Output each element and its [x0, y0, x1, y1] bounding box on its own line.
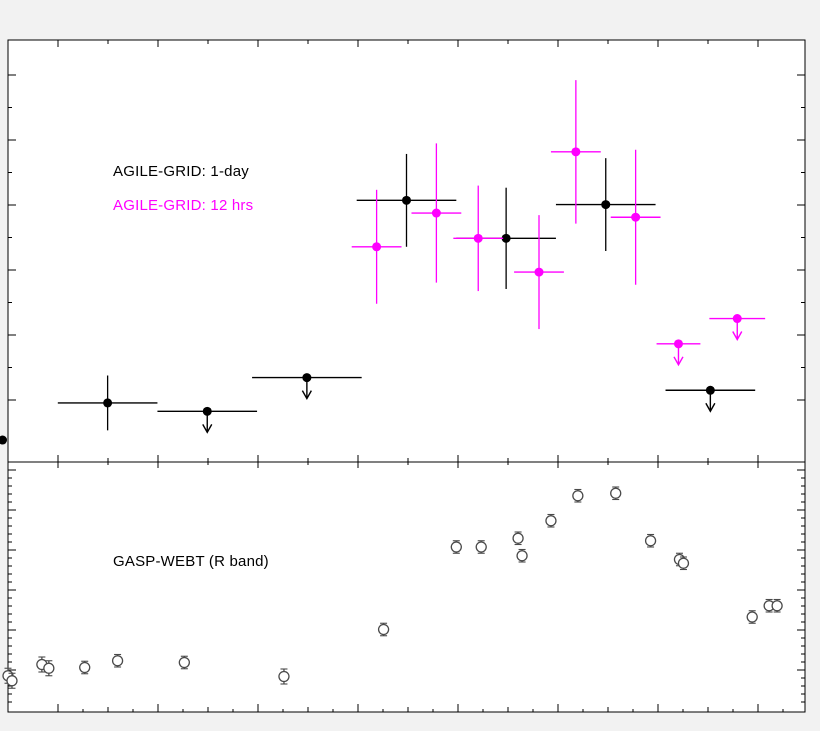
data-point-open-circle [79, 661, 91, 674]
data-point-filled-circle [372, 242, 382, 252]
data-point-open-circle [677, 557, 690, 569]
legend-agile-grid-1day: AGILE-GRID: 1-day [113, 163, 249, 180]
data-point-filled-circle [534, 267, 544, 277]
data-point-open-circle [111, 655, 124, 667]
axis-ticks [8, 40, 805, 712]
series-gasp-webt-r-band- [2, 486, 783, 689]
data-point-open-circle [450, 541, 462, 553]
data-point-open-circle [545, 515, 557, 527]
top-panel-data [0, 80, 766, 445]
data-point-open-circle [644, 535, 657, 547]
data-point-open-circle [278, 670, 290, 683]
data-point-open-circle [512, 532, 524, 544]
data-point-open-circle [746, 611, 758, 623]
data-point-filled-circle [473, 233, 483, 243]
data-point-filled-circle [571, 147, 581, 157]
legend-gasp-webt-r-band: GASP-WEBT (R band) [113, 553, 269, 570]
data-point-filled-circle [103, 398, 113, 408]
data-point-open-circle [610, 487, 622, 499]
data-point-open-circle [475, 541, 487, 553]
data-point-filled-circle [0, 435, 8, 445]
data-point-filled-circle [705, 385, 715, 395]
data-point-filled-circle [431, 208, 441, 218]
data-point-filled-circle [732, 314, 742, 324]
data-point-open-circle [771, 600, 783, 612]
data-point-open-circle [6, 675, 18, 687]
panel-frames [7, 39, 806, 713]
data-point-filled-circle [402, 195, 411, 205]
data-point-filled-circle [302, 373, 312, 383]
data-point-open-circle [377, 623, 390, 636]
legend-agile-grid-12hrs: AGILE-GRID: 12 hrs [113, 197, 254, 214]
data-point-open-circle [572, 490, 584, 502]
bottom-panel-data [2, 486, 783, 689]
series-agile-grid-12-hrs [351, 80, 766, 367]
data-point-open-circle [43, 662, 55, 674]
data-point-open-circle [516, 550, 528, 562]
data-point-open-circle [178, 656, 190, 669]
data-point-filled-circle [501, 233, 511, 243]
data-point-filled-circle [631, 212, 641, 222]
data-point-filled-circle [601, 200, 611, 210]
data-point-filled-circle [202, 406, 212, 416]
data-point-filled-circle [673, 339, 683, 349]
